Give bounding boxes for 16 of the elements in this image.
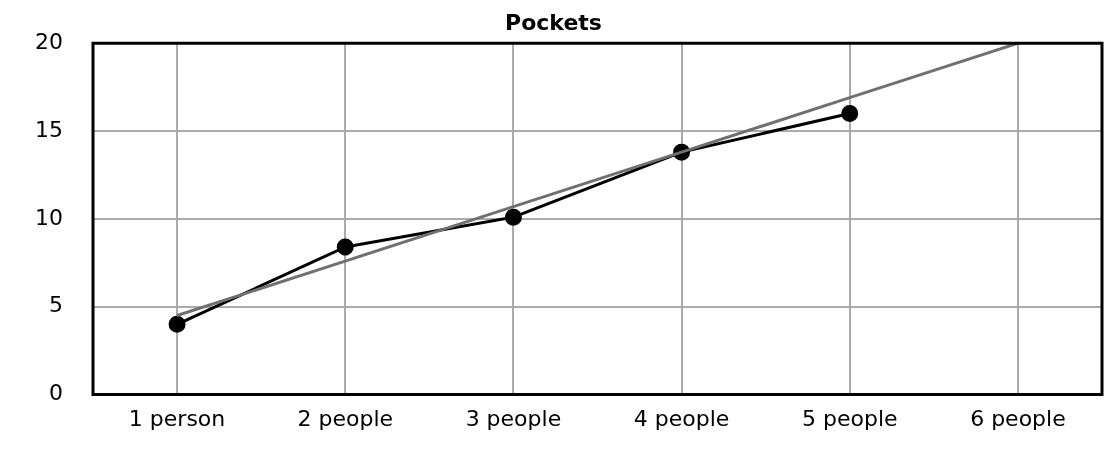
point: [336, 238, 354, 256]
chart-title: Pockets: [505, 9, 602, 35]
x-tick-label: 3 people: [465, 405, 562, 431]
point: [841, 104, 859, 122]
x-tick-label: 4 people: [633, 405, 730, 431]
y-tick-label: 5: [48, 292, 63, 318]
y-tick-label: 20: [34, 28, 63, 54]
y-tick-label: 10: [34, 204, 63, 230]
x-tick-label: 2 people: [297, 405, 394, 431]
x-tick-label: 1 person: [128, 405, 226, 431]
y-tick-label: 15: [34, 116, 63, 142]
point: [168, 315, 186, 333]
x-tick-label: 5 people: [801, 405, 898, 431]
point: [504, 208, 522, 226]
y-tick-label: 0: [48, 380, 63, 406]
x-tick-label: 6 people: [970, 405, 1066, 431]
